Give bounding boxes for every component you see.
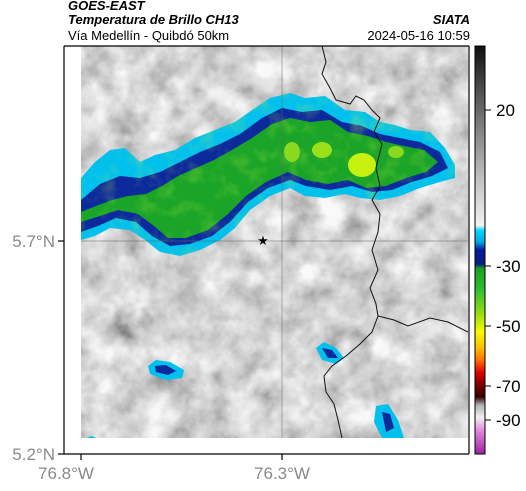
cloud-cell-small	[86, 436, 96, 438]
lat-tick-label: 5.7°N	[12, 232, 55, 251]
agency-label: SIATA	[432, 12, 470, 27]
lon-tick-label: 76.8°W	[38, 464, 94, 483]
cloud-core-bright	[312, 142, 332, 158]
colorbar-tick-label: -90	[496, 411, 521, 430]
colorbar-tick-label: -70	[496, 377, 521, 396]
satellite-title: GOES-EAST	[68, 0, 145, 13]
cloud-cell-small	[382, 412, 394, 432]
colorbar	[474, 45, 486, 455]
product-title: Temperatura de Brillo CH13	[68, 12, 239, 27]
lat-tick-label: 5.2°N	[12, 445, 55, 464]
boundary-line	[321, 46, 468, 333]
cloud-cell-small	[322, 348, 338, 358]
colorbar-tick-label: -50	[496, 317, 521, 336]
timestamp-label: 2024-05-16 10:59	[367, 28, 470, 43]
cloud-core-bright	[388, 146, 404, 158]
cloud-cell-small	[155, 365, 176, 375]
location-star-marker: ★	[257, 234, 269, 249]
cloud-core-bright	[284, 142, 300, 162]
colorbar-tick-label: 20	[496, 101, 515, 120]
cloud-core-bright	[348, 153, 376, 177]
boundary-line	[323, 315, 379, 438]
colorbar-tick-label: -30	[496, 257, 521, 276]
satellite-image	[81, 46, 468, 438]
lon-tick-label: 76.3°W	[254, 464, 310, 483]
route-subtitle: Vía Medellín - Quibdó 50km	[68, 28, 230, 43]
